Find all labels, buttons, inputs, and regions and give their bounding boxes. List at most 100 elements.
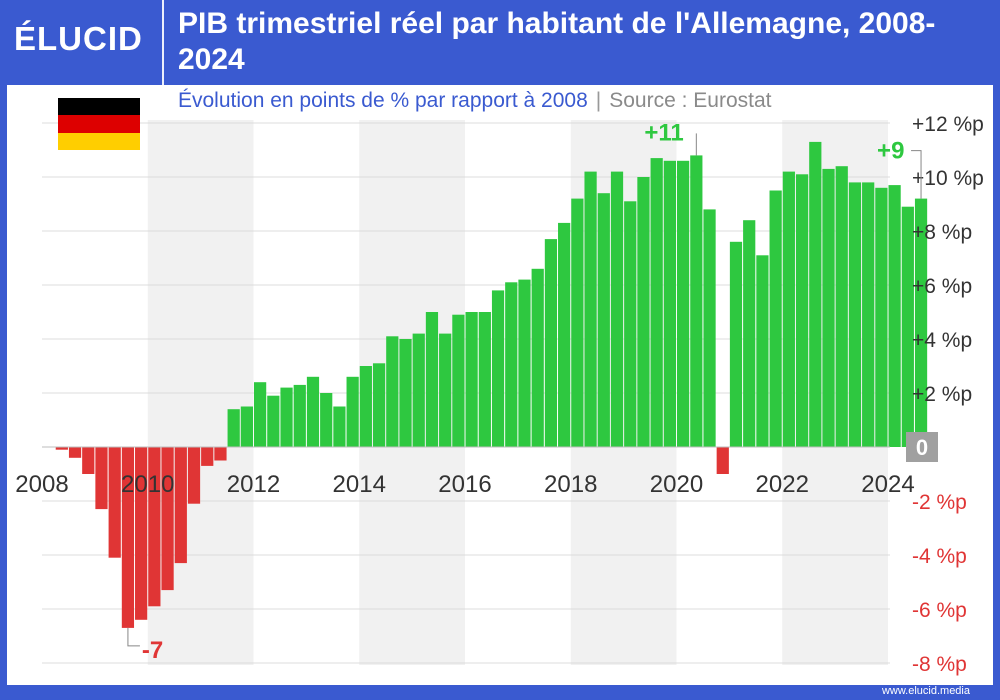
chart-bar xyxy=(610,171,624,447)
chart-bar xyxy=(756,255,769,447)
data-label: +9 xyxy=(877,138,904,165)
chart-bar xyxy=(306,376,320,447)
chart-subtitle: Évolution en points de % par rapport à 2… xyxy=(178,89,772,113)
chart-bar xyxy=(597,193,610,447)
chart-bar xyxy=(293,384,306,447)
subtitle-text: Évolution en points de % par rapport à 2… xyxy=(178,89,588,112)
x-tick-label: 2024 xyxy=(861,471,914,498)
x-tick-label: 2014 xyxy=(333,471,386,498)
subtitle-separator: | xyxy=(595,89,602,112)
chart-bar xyxy=(121,447,135,628)
x-tick-label: 2018 xyxy=(544,471,597,498)
leader-line xyxy=(911,150,922,199)
chart-bar xyxy=(161,447,174,591)
chart-bar xyxy=(875,187,888,448)
y-tick-label: -2 %p xyxy=(912,491,967,514)
y-tick-label: +8 %p xyxy=(912,221,972,244)
chart-bar xyxy=(518,279,531,447)
chart-bar xyxy=(848,182,862,447)
chart-bar xyxy=(663,160,676,448)
chart-bar xyxy=(677,160,690,448)
chart-bar xyxy=(372,363,386,447)
chart-bar xyxy=(82,447,95,474)
footer-url: www.elucid.media xyxy=(881,685,970,697)
chart-bar xyxy=(425,312,439,447)
chart-bar xyxy=(690,155,703,447)
chart-bar xyxy=(703,209,716,447)
chart-bar xyxy=(227,409,240,447)
chart-bar xyxy=(439,333,452,447)
chart-bar xyxy=(187,447,201,504)
y-tick-label: -8 %p xyxy=(912,653,967,676)
x-tick-label: 2016 xyxy=(438,471,491,498)
chart-bar xyxy=(452,314,465,447)
chart-bar xyxy=(901,206,914,447)
y-tick-label: -6 %p xyxy=(912,599,967,622)
chart-bar xyxy=(346,376,359,447)
chart-bar xyxy=(835,166,848,447)
leader-line xyxy=(127,627,140,647)
chart-bar xyxy=(544,239,558,447)
chart-bar xyxy=(584,171,597,447)
chart-title: PIB trimestriel réel par habitant de l'A… xyxy=(178,7,936,76)
chart-bar xyxy=(359,366,372,447)
x-tick-label: 2020 xyxy=(650,471,703,498)
chart-bar xyxy=(267,395,280,447)
chart-bar xyxy=(148,447,161,607)
chart-bar xyxy=(412,333,425,447)
header-divider xyxy=(162,0,164,85)
chart-bar xyxy=(491,290,505,447)
chart-bar xyxy=(95,447,108,510)
x-tick-label: 2012 xyxy=(227,471,280,498)
chart-bar xyxy=(558,222,571,447)
germany-flag-icon xyxy=(58,98,140,150)
chart-bar xyxy=(822,168,835,447)
x-tick-label: 2008 xyxy=(15,471,68,498)
brand-logo: ÉLUCID xyxy=(14,20,143,57)
chart-bar xyxy=(531,268,544,447)
chart-bar xyxy=(782,171,795,447)
data-label: -7 xyxy=(142,637,163,664)
chart-bar xyxy=(386,336,399,447)
chart-bar xyxy=(465,312,478,447)
chart-bar xyxy=(240,406,253,447)
chart-bar xyxy=(795,174,809,448)
chart-bar xyxy=(135,447,148,620)
chart-bar xyxy=(914,198,928,447)
x-tick-label: 2022 xyxy=(756,471,809,498)
chart-bar xyxy=(809,141,822,447)
chart-bar xyxy=(201,447,214,466)
chart-bar xyxy=(108,447,121,558)
chart-bar xyxy=(624,201,637,447)
chart-bar xyxy=(888,185,901,447)
chart-bar xyxy=(399,339,412,447)
chart-bar xyxy=(280,387,293,447)
source-label: Source : Eurostat xyxy=(609,89,772,112)
chart-bar xyxy=(478,312,491,447)
chart-bar xyxy=(862,182,875,447)
y-tick-label: +6 %p xyxy=(912,275,972,298)
chart-bar xyxy=(716,447,729,474)
y-tick-label: +2 %p xyxy=(912,383,972,406)
chart-bar xyxy=(505,282,518,447)
y-tick-label: 0 xyxy=(916,435,928,460)
chart-bar xyxy=(637,177,650,447)
y-tick-label: +10 %p xyxy=(912,167,984,190)
y-tick-label: +4 %p xyxy=(912,329,972,352)
chart-bar xyxy=(174,447,187,564)
chart-bar xyxy=(650,158,663,447)
chart-bar xyxy=(333,406,346,447)
chart-bar xyxy=(571,198,584,447)
chart-bar xyxy=(320,393,333,447)
chart-bar xyxy=(743,220,756,447)
chart-bar xyxy=(729,241,743,447)
chart-bar xyxy=(214,447,227,461)
y-tick-label: +12 %p xyxy=(912,113,984,136)
y-tick-label: -4 %p xyxy=(912,545,967,568)
chart-bar xyxy=(254,382,267,447)
data-label: +11 xyxy=(644,119,683,146)
zero-badge xyxy=(906,432,938,462)
header-bar: ÉLUCID PIB trimestriel réel par habitant… xyxy=(0,0,1000,85)
